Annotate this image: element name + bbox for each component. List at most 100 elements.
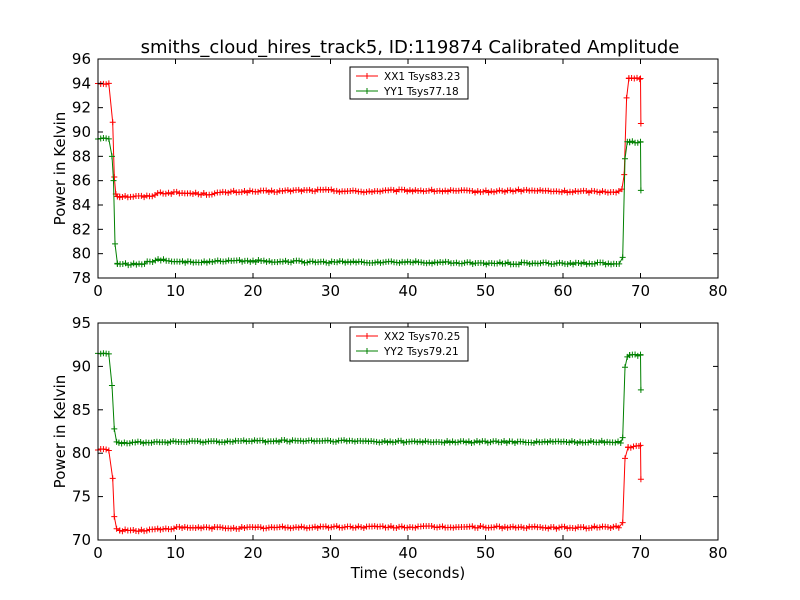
data-point-marker <box>183 439 190 446</box>
data-point-marker <box>167 438 174 445</box>
data-point-marker <box>412 187 419 194</box>
data-point-marker <box>181 523 188 530</box>
data-point-marker <box>627 444 634 451</box>
data-point-marker <box>353 259 360 266</box>
data-point-marker <box>574 439 581 446</box>
data-point-marker <box>137 438 144 445</box>
data-point-marker <box>596 524 603 531</box>
data-point-marker <box>629 138 636 145</box>
data-point-marker <box>537 187 544 194</box>
data-point-marker <box>304 259 311 266</box>
legend-box <box>349 326 469 362</box>
data-point-marker <box>206 524 213 531</box>
data-point-marker <box>587 437 594 444</box>
data-point-marker <box>105 135 112 142</box>
data-point-marker <box>637 386 644 393</box>
data-point-marker <box>255 188 262 195</box>
data-point-marker <box>105 80 112 87</box>
data-point-marker <box>330 523 337 530</box>
data-point-marker <box>127 261 134 268</box>
y-tick-label: 92 <box>72 99 91 117</box>
data-point-marker <box>143 192 150 199</box>
data-point-marker <box>108 382 115 389</box>
data-point-marker <box>390 187 397 194</box>
x-tick-label: 50 <box>476 544 495 562</box>
data-point-marker <box>195 524 202 531</box>
data-point-marker <box>387 438 394 445</box>
x-tick-label: 40 <box>398 544 417 562</box>
data-point-marker <box>222 189 229 196</box>
data-point-marker <box>200 439 207 446</box>
data-point-marker <box>274 259 281 266</box>
data-point-marker <box>637 138 644 145</box>
data-point-marker <box>417 187 424 194</box>
data-point-marker <box>622 155 628 162</box>
data-point-marker <box>121 439 128 446</box>
data-point-marker <box>160 256 167 263</box>
data-point-marker <box>458 260 465 267</box>
data-point-marker <box>422 438 429 445</box>
data-point-marker <box>578 260 585 267</box>
data-point-marker <box>622 455 628 462</box>
data-point-marker <box>103 446 110 453</box>
data-point-marker <box>616 260 623 267</box>
data-point-marker <box>173 188 180 195</box>
data-point-marker <box>358 258 365 265</box>
data-point-marker <box>140 440 147 447</box>
data-point-marker <box>170 525 177 532</box>
data-point-marker <box>588 524 595 531</box>
data-point-marker <box>229 438 236 445</box>
data-point-marker <box>494 260 501 267</box>
data-point-marker <box>164 439 171 446</box>
data-point-marker <box>474 188 481 195</box>
data-point-marker <box>544 439 551 446</box>
data-point-marker <box>297 437 304 444</box>
data-point-marker <box>176 258 183 265</box>
data-point-marker <box>189 190 196 197</box>
data-point-marker <box>312 523 318 530</box>
data-point-marker <box>250 257 256 264</box>
data-point-marker <box>491 524 498 531</box>
data-point-marker <box>176 523 183 530</box>
data-point-marker <box>152 257 159 264</box>
data-point-marker <box>198 525 205 532</box>
data-point-marker <box>410 259 417 266</box>
data-point-marker <box>385 187 392 194</box>
legend-marker <box>364 88 370 94</box>
data-point-marker <box>243 438 250 445</box>
data-point-marker <box>170 437 177 444</box>
data-point-marker <box>637 352 644 359</box>
data-point-marker <box>308 437 315 444</box>
data-point-marker <box>575 188 582 195</box>
data-point-marker <box>136 260 143 267</box>
data-point-marker <box>477 523 484 530</box>
data-point-marker <box>352 187 359 194</box>
data-point-marker <box>493 188 500 195</box>
data-point-marker <box>238 523 245 530</box>
data-point-marker <box>373 438 380 445</box>
data-point-marker <box>630 443 637 450</box>
y-tick-label: 85 <box>72 401 91 419</box>
y-tick-label: 88 <box>72 147 91 165</box>
data-point-marker <box>344 258 351 265</box>
data-point-marker <box>634 74 641 81</box>
data-point-marker <box>255 257 262 264</box>
data-point-marker <box>488 188 495 195</box>
data-point-marker <box>377 259 384 266</box>
legend-label: YY1 Tsys77.18 <box>383 86 459 98</box>
data-point-marker <box>379 523 386 530</box>
series-line <box>97 137 642 266</box>
data-point-marker <box>571 439 578 446</box>
data-point-marker <box>322 523 329 530</box>
data-point-marker <box>520 438 527 445</box>
data-point-marker <box>126 440 133 447</box>
data-point-marker <box>533 438 540 445</box>
data-point-marker <box>439 523 446 530</box>
legend-marker <box>364 333 370 339</box>
data-point-marker <box>155 256 162 263</box>
data-point-marker <box>604 438 611 445</box>
data-point-marker <box>591 523 598 530</box>
x-tick-label: 60 <box>553 544 572 562</box>
data-point-marker <box>119 194 126 201</box>
data-point-marker <box>401 186 408 193</box>
